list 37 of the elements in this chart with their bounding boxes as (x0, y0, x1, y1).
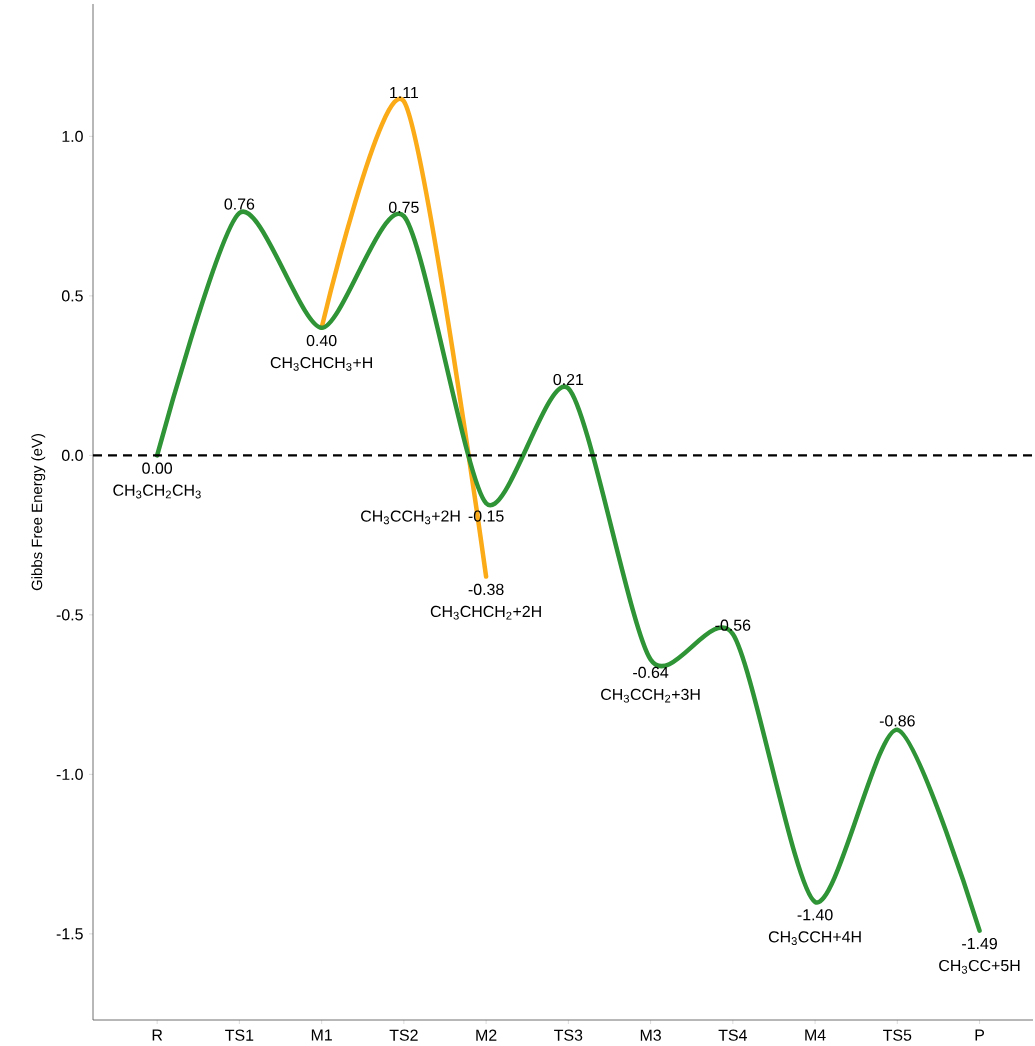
x-tick-label: P (975, 1029, 985, 1041)
data-label: 0.40 (306, 334, 337, 347)
x-tick-label: TS3 (554, 1029, 583, 1041)
y-tick-label: 1.0 (62, 130, 83, 143)
annotation: CH$_{3}$CH$_{2}$CH$_{3}$ (113, 484, 201, 499)
x-tick-label: R (152, 1029, 163, 1041)
data-label: -1.40 (797, 909, 833, 921)
annotation: CH$_{3}$CHCH$_{3}$+H (270, 356, 372, 371)
annotation: CH$_{3}$CCH+4H (768, 931, 861, 945)
x-tick-label: TS2 (389, 1029, 418, 1041)
x-tick-label: M4 (805, 1029, 826, 1041)
y-tick-label: -1.5 (56, 928, 83, 940)
x-tick-label: TS5 (883, 1029, 912, 1041)
x-tick-label: M2 (476, 1029, 497, 1041)
y-tick-label: 0.0 (61, 449, 83, 462)
y-tick-label: -1.0 (56, 768, 83, 781)
annotation: CH$_{3}$CCH$_{3}$+2H (361, 510, 460, 525)
x-tick-label: M3 (640, 1029, 661, 1041)
data-label: 0.75 (388, 201, 419, 213)
annotation: CH$_{3}$CC+5H (939, 959, 1020, 974)
y-axis-title: Gibbs Free Energy (eV) (31, 434, 46, 591)
data-label: -0.56 (715, 619, 751, 631)
x-tick-label: M1 (311, 1029, 332, 1041)
data-label: -0.38 (468, 583, 504, 596)
data-label: -1.49 (962, 937, 997, 950)
annotation: CH$_{3}$CCH$_{2}$+3H (601, 688, 700, 703)
y-tick-label: -0.5 (56, 609, 83, 621)
data-label: 1.11 (390, 87, 418, 99)
annotation: CH$_{3}$CHCH$_{2}$+2H (430, 605, 541, 620)
data-label: 0.00 (142, 462, 173, 474)
data-label: 0.76 (224, 198, 255, 210)
y-tick-label: 0.5 (61, 290, 83, 302)
x-tick-label: TS4 (718, 1029, 747, 1041)
x-tick-label: TS1 (225, 1029, 254, 1041)
data-label: -0.86 (879, 715, 915, 727)
data-label: -0.64 (633, 666, 669, 679)
data-label: 0.21 (553, 373, 584, 386)
